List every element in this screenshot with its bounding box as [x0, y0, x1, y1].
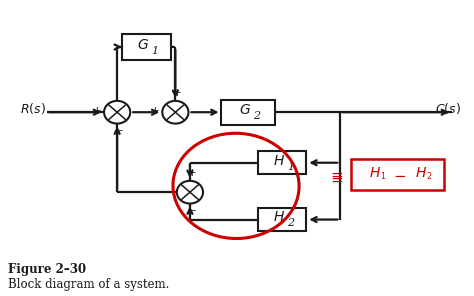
Circle shape [162, 101, 189, 124]
FancyBboxPatch shape [258, 151, 306, 174]
Text: +: + [92, 106, 101, 115]
Text: Block diagram of a system.: Block diagram of a system. [8, 278, 169, 291]
FancyBboxPatch shape [258, 208, 306, 231]
Text: $G$: $G$ [239, 103, 251, 117]
Text: $-$: $-$ [392, 167, 406, 182]
Text: +: + [151, 106, 159, 115]
Text: +: + [173, 88, 182, 98]
Text: 1: 1 [287, 162, 294, 171]
Text: +: + [188, 168, 196, 178]
Text: 2: 2 [287, 218, 294, 228]
Text: $C(s)$: $C(s)$ [435, 101, 461, 116]
FancyBboxPatch shape [351, 159, 444, 190]
Text: $_1$: $_1$ [380, 171, 386, 184]
Text: Figure 2–30: Figure 2–30 [8, 263, 86, 276]
Text: −: − [115, 126, 123, 136]
Text: $H$: $H$ [415, 166, 427, 180]
Circle shape [104, 101, 130, 124]
FancyBboxPatch shape [122, 34, 171, 59]
Text: 1: 1 [151, 46, 158, 56]
Text: $H$: $H$ [369, 166, 381, 180]
Text: −: − [188, 206, 196, 216]
Text: $_2$: $_2$ [426, 171, 432, 184]
Text: 2: 2 [253, 111, 260, 121]
Text: $G$: $G$ [137, 38, 149, 52]
FancyBboxPatch shape [221, 99, 275, 125]
Text: $H$: $H$ [273, 210, 285, 224]
Text: $=$: $=$ [328, 172, 344, 187]
Text: $H$: $H$ [273, 154, 285, 168]
Circle shape [177, 181, 203, 204]
Text: $R(s)$: $R(s)$ [20, 101, 46, 116]
Text: $=$: $=$ [328, 167, 344, 182]
